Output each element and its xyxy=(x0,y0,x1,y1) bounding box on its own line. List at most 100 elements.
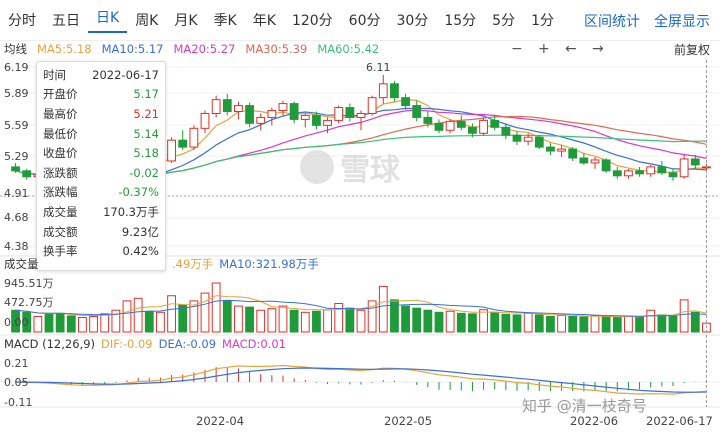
scroll-right-icon[interactable]: → xyxy=(592,41,604,57)
tab-period[interactable]: 120分 xyxy=(291,13,333,29)
candle-body xyxy=(601,159,611,172)
tab-period[interactable]: 分时 xyxy=(8,13,36,29)
candle-body xyxy=(256,116,266,124)
volume-bar xyxy=(468,313,477,333)
zoom-in-icon[interactable]: + xyxy=(538,41,550,57)
tab-period[interactable]: 月K xyxy=(174,13,198,29)
macd-value: MACD:0.01 xyxy=(222,337,286,351)
volume-bar xyxy=(33,315,43,333)
fullscreen-button[interactable]: 全屏显示 xyxy=(654,14,710,30)
candle-body xyxy=(657,166,667,174)
price-label: 5.89 xyxy=(4,87,29,100)
tab-period[interactable]: 30分 xyxy=(396,13,429,29)
volume-bar xyxy=(323,309,332,333)
snowball-logo-icon xyxy=(300,150,334,184)
volume-bar xyxy=(601,315,611,333)
volume-bar xyxy=(657,314,667,333)
ma-legend-item: MA20:5.27 xyxy=(173,42,236,56)
scroll-left-icon[interactable]: ← xyxy=(565,41,577,57)
candle-body xyxy=(612,170,622,177)
tooltip-value: 9.23亿 xyxy=(121,224,159,239)
range-stats-button[interactable]: 区间统计 xyxy=(584,14,640,30)
zoom-out-icon[interactable]: − xyxy=(511,41,523,57)
volume-bar xyxy=(256,309,266,333)
ma-legend-item: MA5:5.18 xyxy=(37,42,92,56)
tooltip-row: 涨跌额 -0.02 xyxy=(43,163,159,183)
volume-bar xyxy=(378,285,388,333)
volume-bar xyxy=(122,300,132,333)
tooltip-value: 5.18 xyxy=(133,146,159,161)
price-label: 4.68 xyxy=(4,211,29,224)
volume-bar xyxy=(334,302,344,333)
tab-period[interactable]: 5分 xyxy=(492,13,516,29)
candle-body xyxy=(512,134,522,142)
tab-period[interactable]: 五日 xyxy=(52,13,80,29)
candle-body xyxy=(546,146,555,152)
volume-bar xyxy=(167,295,176,333)
volume-bar xyxy=(423,309,433,333)
price-label-top: 6.19 xyxy=(4,61,29,74)
candle-body xyxy=(568,148,578,159)
volume-bar xyxy=(66,315,76,333)
candle-body xyxy=(646,166,656,175)
tooltip-label: 换手率 xyxy=(43,244,78,259)
volume-ma-legend: .49万手 MA10:321.98万手 xyxy=(172,257,319,271)
candle-body xyxy=(234,105,243,113)
tab-period[interactable]: 年K xyxy=(252,13,276,29)
candle-body xyxy=(22,170,32,178)
volume-bar xyxy=(312,310,321,333)
candle-body xyxy=(211,99,221,114)
tooltip-label: 涨跌幅 xyxy=(43,185,78,200)
tooltip-value: 5.21 xyxy=(133,106,159,121)
candle-body xyxy=(278,103,288,112)
candle-body xyxy=(624,170,633,177)
tooltip-label: 开盘价 xyxy=(43,87,78,102)
volume-bar xyxy=(612,316,622,333)
tab-period[interactable]: 周K xyxy=(135,13,159,29)
candle-body xyxy=(501,126,511,136)
candle-body xyxy=(312,114,321,126)
tooltip-value: 5.14 xyxy=(133,126,159,141)
volume-bar xyxy=(534,314,544,333)
macd-title: MACD (12,26,9) xyxy=(4,337,95,351)
price-label: 5.59 xyxy=(4,119,29,132)
volume-bar xyxy=(646,309,656,333)
candle-body xyxy=(456,120,466,128)
date-label-current: 2022-06-17 xyxy=(646,414,713,428)
volume-ma-line xyxy=(15,299,707,317)
candle-body xyxy=(300,114,310,120)
price-label-bottom: 4.38 xyxy=(4,240,29,253)
volume-bar xyxy=(624,315,633,333)
volume-label-mid: 472.75万 xyxy=(4,296,54,309)
volume-label-top: 945.51万 xyxy=(4,277,54,290)
candle-body xyxy=(490,119,500,128)
volume-bar xyxy=(144,310,154,333)
tab-period[interactable]: 60分 xyxy=(348,13,381,29)
candle-body xyxy=(334,107,344,121)
candle-body xyxy=(167,139,176,162)
candle-body xyxy=(289,103,299,120)
volume-bar xyxy=(100,313,110,333)
volume-bar xyxy=(133,297,143,333)
volume-bar xyxy=(189,300,199,333)
price-label: 5.29 xyxy=(4,150,29,163)
tab-period[interactable]: 日K xyxy=(88,7,128,33)
macd-dea-line xyxy=(15,367,707,393)
tooltip-row: 时间 2022-06-17 xyxy=(43,65,159,85)
price-adjust-select[interactable]: 前复权 xyxy=(673,43,710,57)
volume-bar xyxy=(222,300,232,333)
tooltip-value: 2022-06-17 xyxy=(92,67,159,82)
tooltip-row: 收盘价 5.18 xyxy=(43,143,159,163)
candle-body xyxy=(557,148,566,152)
tab-period[interactable]: 季K xyxy=(213,13,237,29)
volume-bar xyxy=(434,311,444,333)
candle-body xyxy=(200,112,210,129)
macd-dif-line xyxy=(15,364,707,395)
volume-bar xyxy=(679,299,689,333)
tab-period[interactable]: 15分 xyxy=(444,13,477,29)
macd-label-mid: 0.05 xyxy=(4,376,29,389)
tooltip-value: 170.3万手 xyxy=(103,204,159,219)
tooltip-label: 时间 xyxy=(43,67,66,82)
tab-period[interactable]: 1分 xyxy=(531,13,554,29)
volume-bar xyxy=(55,312,65,333)
